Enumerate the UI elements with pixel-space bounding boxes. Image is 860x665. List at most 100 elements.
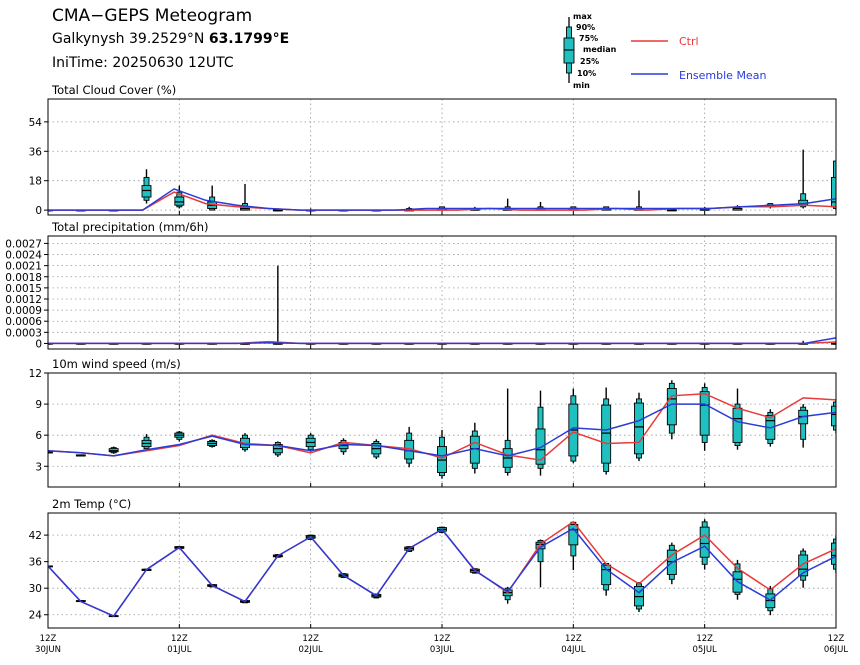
ensemble-box — [272, 441, 283, 457]
y-tick-label: 54 — [29, 117, 43, 129]
panel-title: 10m wind speed (m/s) — [52, 357, 181, 371]
ensemble-box — [831, 535, 836, 574]
y-tick-label: 18 — [29, 176, 42, 188]
y-tick-label: 0.0024 — [5, 250, 42, 262]
y-tick-label: 36 — [29, 557, 43, 569]
x-tick-label-date: 01JUL — [167, 645, 192, 655]
location-line: Galkynysh 39.2529°N 63.1799°E — [52, 31, 289, 47]
y-tick-label: 0.0018 — [5, 272, 42, 284]
box-25-75 — [831, 542, 836, 565]
precipitation-panel: Total precipitation (mm/6h) 00.00030.0006… — [5, 220, 837, 350]
y-tick-label: 0.0015 — [5, 283, 42, 295]
box-25-75 — [141, 185, 152, 198]
y-tick-label: 0.0021 — [5, 261, 42, 273]
x-tick-label-date: 02JUL — [299, 645, 324, 655]
y-tick-label: 12 — [29, 368, 42, 380]
ensemble-box — [831, 342, 836, 345]
latitude-value: 39.2529°N — [129, 31, 205, 47]
y-tick-label: 36 — [29, 146, 43, 158]
box-25-75 — [174, 196, 185, 206]
panel-title: Total Cloud Cover (%) — [51, 83, 176, 97]
ensemble-box — [48, 451, 53, 454]
legend-box-label: 90% — [576, 23, 595, 32]
x-tick-label-hour: 12Z — [40, 634, 57, 644]
ensemble-box — [699, 519, 710, 570]
y-tick-label: 6 — [35, 430, 42, 442]
plot-area — [48, 149, 836, 212]
y-tick-label: 0 — [35, 338, 42, 350]
init-time-value: 20250630 12UTC — [112, 55, 234, 71]
ensemble-box — [141, 434, 152, 451]
x-tick-label-date: 30JUN — [35, 645, 61, 655]
ensemble-box — [634, 582, 644, 613]
ensemble-box — [798, 149, 809, 209]
plot-area — [48, 380, 836, 479]
box-25-75 — [732, 407, 743, 443]
box-25-75 — [666, 388, 677, 426]
ensemble-box — [535, 390, 546, 476]
ensemble-box — [305, 433, 316, 452]
x-tick-label-hour: 12Z — [171, 634, 188, 644]
ensemble-box — [666, 380, 677, 440]
y-tick-label: 0.0012 — [5, 294, 42, 306]
ensemble-box — [634, 190, 644, 211]
ensemble-box — [568, 388, 579, 464]
x-axis-labels: 12Z30JUN12Z01JUL12Z02JUL12Z03JUL12Z04JUL… — [35, 634, 848, 655]
x-tick-label-hour: 12Z — [828, 634, 845, 644]
wind-speed-panel: 10m wind speed (m/s) 3 6 9 12 — [29, 357, 837, 488]
legend-ctrl-label: Ctrl — [679, 35, 699, 48]
box-25-75 — [831, 176, 836, 208]
ensemble-box — [831, 160, 836, 211]
ensemble-box — [174, 431, 185, 442]
ensemble-box — [207, 439, 218, 448]
box-25-75 — [798, 554, 809, 577]
ensemble-box — [272, 265, 283, 345]
ensemble-box — [404, 426, 415, 468]
ctrl-series-line — [48, 392, 836, 461]
ensemble-box — [502, 388, 513, 476]
ensemble-box — [732, 388, 743, 450]
legend-box-label: 75% — [579, 34, 598, 43]
ensemble-box — [601, 562, 612, 596]
mean-series-line — [48, 403, 836, 457]
mean-series-line — [48, 337, 836, 345]
legend-mean-label: Ensemble Mean — [679, 69, 766, 82]
y-tick-label: 30 — [29, 583, 42, 595]
legend: max 90% 75% median 25% 10% min Ctrl Ensemble Mea… — [563, 12, 766, 90]
ensemble-box — [798, 404, 809, 448]
legend-box-label: max — [573, 12, 593, 21]
init-time-label: IniTime: — [52, 55, 108, 71]
box-25-75 — [601, 564, 612, 586]
y-tick-label: 0.0009 — [5, 305, 42, 317]
y-tick-label: 9 — [35, 399, 42, 411]
box-25-75 — [699, 526, 710, 558]
panel-title: Total precipitation (mm/6h) — [51, 220, 208, 234]
x-tick-label-date: 03JUL — [430, 645, 455, 655]
y-tick-label: 3 — [35, 461, 42, 473]
x-tick-label-hour: 12Z — [565, 634, 582, 644]
chart-title: CMA−GEPS Meteogram — [52, 6, 253, 26]
legend-box-label: 10% — [577, 69, 596, 78]
panel-title: 2m Temp (°C) — [52, 497, 131, 511]
ensemble-box — [75, 454, 86, 457]
plot-area — [48, 265, 836, 345]
ensemble-box — [371, 439, 382, 460]
ensemble-box — [634, 392, 644, 462]
ensemble-box — [437, 430, 447, 479]
legend-box-label: 25% — [580, 57, 599, 66]
location-name: Galkynysh — [52, 31, 125, 47]
ensemble-box — [831, 398, 836, 434]
mean-series-line — [48, 188, 836, 211]
box-25-75 — [634, 402, 644, 455]
panel-frame — [47, 98, 837, 216]
y-tick-label: 0.0027 — [5, 238, 42, 250]
ensemble-box — [601, 387, 612, 475]
x-tick-label-hour: 12Z — [434, 634, 451, 644]
temperature-panel: 2m Temp (°C) 24 30 36 42 — [29, 497, 837, 629]
x-tick-label-hour: 12Z — [302, 634, 319, 644]
legend-box-label: median — [583, 45, 617, 54]
x-tick-label-date: 06JUL — [824, 645, 849, 655]
box-25-75 — [601, 404, 612, 464]
box-25-75 — [568, 524, 579, 546]
